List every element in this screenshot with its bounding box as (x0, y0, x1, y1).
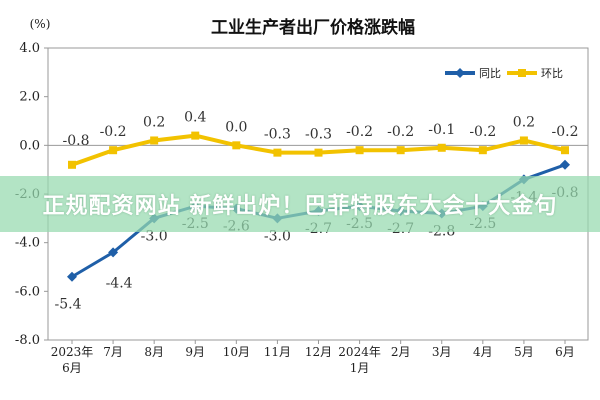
y-tick-label: 4.0 (19, 41, 40, 56)
data-label-yoy: -5.4 (55, 297, 82, 313)
data-point (191, 131, 200, 140)
y-tick-label: 2.0 (19, 90, 40, 105)
y-tick-label: -8.0 (15, 333, 40, 348)
x-tick-label: 9月 (185, 345, 205, 359)
data-label-mom: -0.2 (100, 124, 127, 140)
data-point (561, 146, 569, 155)
legend-label: 环比 (541, 67, 563, 80)
x-tick-label: 2月 (391, 345, 411, 359)
data-label-mom: -0.2 (387, 124, 414, 140)
y-tick-label: -6.0 (15, 284, 40, 299)
x-tick-label: 7月 (103, 345, 123, 359)
data-label-mom: 0.4 (184, 110, 206, 126)
x-tick-label: 1月 (350, 361, 370, 375)
data-point (67, 271, 77, 282)
axes: 4.02.00.0-2.0-4.0-6.0-8.02023年6月7月8月9月10… (15, 41, 589, 375)
x-tick-label: 10月 (223, 345, 250, 359)
data-label-mom: 0.0 (225, 119, 247, 135)
y-axis-unit: (%) (30, 17, 51, 31)
x-tick-label: 4月 (473, 345, 493, 359)
x-tick-label: 5月 (514, 345, 534, 359)
data-point (68, 160, 76, 169)
legend-marker (455, 68, 465, 78)
data-label-mom: 0.2 (513, 114, 535, 130)
x-tick-label: 12月 (305, 345, 332, 359)
data-point (314, 148, 323, 157)
data-point (150, 136, 159, 145)
data-label-mom: -0.2 (469, 124, 496, 140)
x-tick-label: 6月 (555, 345, 575, 359)
data-point (273, 148, 282, 157)
y-tick-label: 0.0 (19, 138, 40, 153)
data-label-mom: -0.1 (428, 122, 455, 138)
legend-label: 同比 (479, 67, 501, 80)
data-label-mom: -0.2 (346, 124, 373, 140)
y-tick-label: -4.0 (15, 236, 40, 251)
data-point (108, 247, 119, 258)
data-label-mom: -0.3 (305, 127, 332, 143)
data-label-yoy: -3.0 (141, 228, 168, 244)
data-point (478, 146, 487, 155)
data-point (519, 136, 528, 145)
data-label-yoy: -4.4 (106, 275, 133, 291)
data-label-mom: 0.2 (143, 114, 165, 130)
x-tick-label: 11月 (264, 345, 291, 359)
x-tick-label: 2023年 (51, 345, 94, 359)
legend-marker (518, 69, 526, 77)
data-point (396, 146, 405, 155)
x-tick-label: 6月 (62, 361, 82, 375)
data-label-yoy: -3.0 (264, 228, 291, 244)
data-point (355, 146, 364, 155)
chart-title: 工业生产者出厂价格涨跌幅 (211, 17, 415, 38)
data-label-mom: -0.8 (63, 133, 90, 149)
data-point (560, 159, 570, 170)
x-tick-label: 3月 (432, 345, 452, 359)
overlay-banner[interactable]: 正规配资网站 新鲜出炉！巴菲特股东大会十大金句 (0, 176, 600, 232)
data-point (232, 141, 241, 150)
legend: 同比 环比 (445, 67, 563, 80)
x-tick-label: 8月 (144, 345, 164, 359)
data-point (109, 146, 118, 155)
data-label-mom: -0.3 (264, 127, 291, 143)
x-tick-label: 2024年 (338, 345, 381, 359)
data-label-mom: -0.2 (552, 124, 579, 140)
data-point (437, 143, 446, 152)
